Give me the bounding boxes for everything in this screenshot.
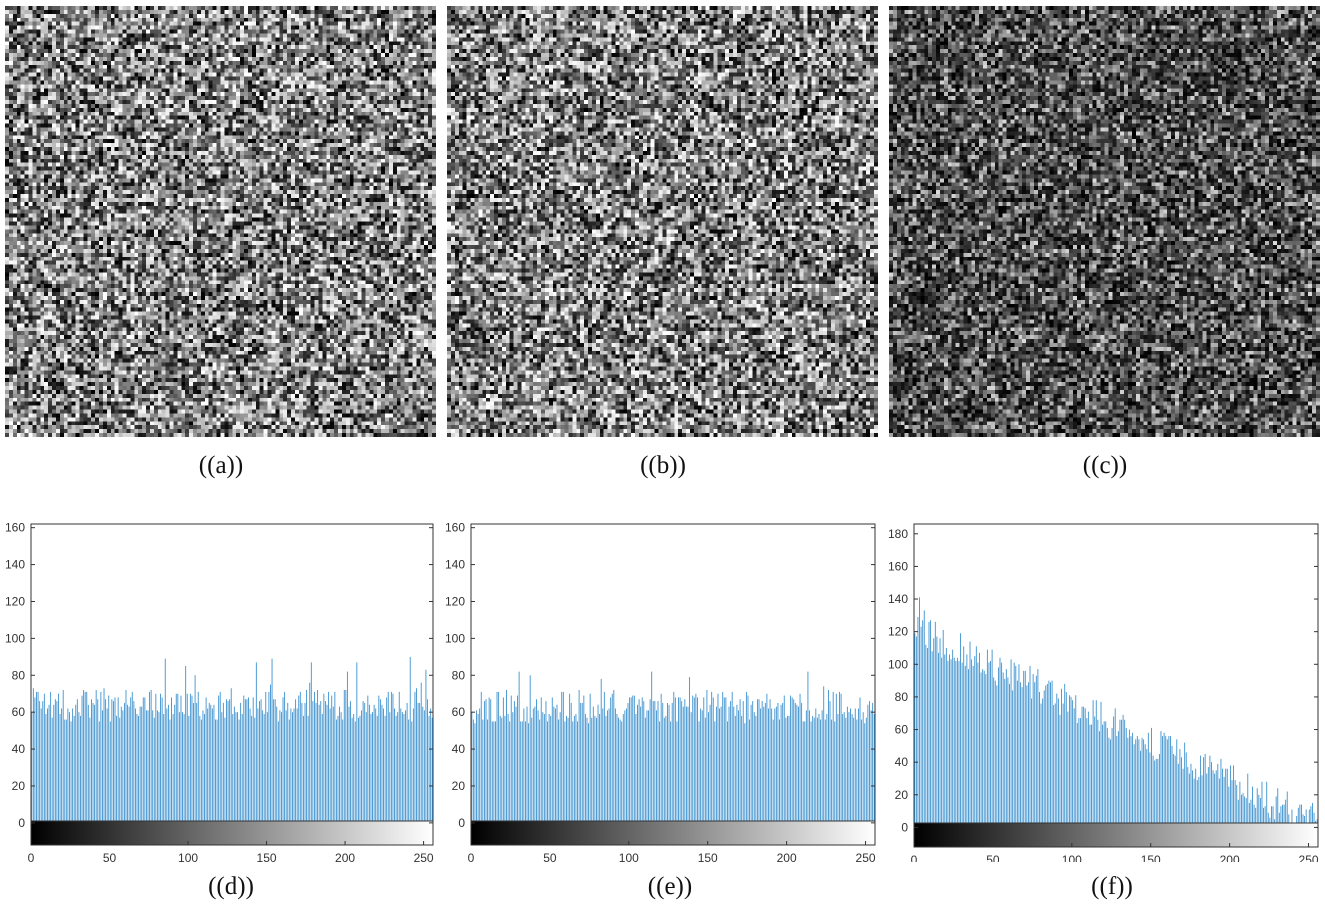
caption-a: ((a)) <box>198 452 244 479</box>
x-tick-label: 250 <box>414 851 434 862</box>
noise-image-b <box>447 6 878 437</box>
histogram-e: 0 20 40 60 80 100 120 140 160 0 50 100 150 200 250 <box>445 521 876 862</box>
y-tick-label: 80 <box>452 668 466 682</box>
bars <box>471 671 875 823</box>
grayscale-colorbar <box>470 820 876 846</box>
caption-d: ((d)) <box>208 873 254 900</box>
y-tick-label: 160 <box>888 559 908 573</box>
y-tick-label: 80 <box>895 690 909 704</box>
x-tick-label: 100 <box>1062 853 1082 862</box>
y-tick-label: 120 <box>888 625 908 639</box>
y-tick-label: 60 <box>452 705 466 719</box>
bars <box>31 656 433 823</box>
caption-c: ((c)) <box>1082 452 1128 479</box>
y-tick-label: 140 <box>5 558 25 572</box>
y-tick-label: 20 <box>452 779 466 793</box>
y-tick-label: 0 <box>458 816 465 830</box>
x-tick-label: 50 <box>543 851 557 862</box>
y-tick-label: 40 <box>452 742 466 756</box>
x-tick-label: 250 <box>856 851 876 862</box>
y-tick-label: 160 <box>5 521 25 535</box>
y-tick-label: 80 <box>12 668 26 682</box>
x-tick-label: 150 <box>1141 853 1161 862</box>
x-tick-label: 0 <box>28 851 35 862</box>
y-tick-label: 120 <box>445 594 465 608</box>
x-tick-label: 200 <box>1220 853 1240 862</box>
y-tick-label: 40 <box>895 755 909 769</box>
x-tick-label: 150 <box>698 851 718 862</box>
noise-image-c <box>889 6 1320 437</box>
y-tick-label: 100 <box>445 631 465 645</box>
y-tick-label: 160 <box>445 521 465 535</box>
bars <box>914 597 1318 828</box>
x-tick-label: 150 <box>257 851 277 862</box>
y-tick-label: 140 <box>888 592 908 606</box>
x-tick-label: 200 <box>335 851 355 862</box>
caption-e: ((e)) <box>647 873 693 900</box>
y-tick-label: 40 <box>12 742 26 756</box>
y-tick-label: 100 <box>888 657 908 671</box>
y-tick-label: 60 <box>895 723 909 737</box>
y-tick-label: 120 <box>5 594 25 608</box>
caption-b: ((b)) <box>640 452 686 479</box>
x-tick-label: 50 <box>103 851 117 862</box>
grayscale-colorbar <box>30 820 434 846</box>
histogram-d: 0 20 40 60 80 100 120 140 160 0 50 100 150 200 250 <box>5 521 434 862</box>
x-tick-label: 250 <box>1299 853 1319 862</box>
noise-image-a <box>5 6 436 437</box>
y-tick-label: 180 <box>888 527 908 541</box>
grayscale-colorbar <box>913 822 1319 848</box>
y-tick-label: 0 <box>18 816 25 830</box>
y-tick-label: 0 <box>901 820 908 834</box>
y-tick-label: 100 <box>5 631 25 645</box>
x-tick-label: 50 <box>986 853 1000 862</box>
y-tick-label: 20 <box>12 779 26 793</box>
caption-f: ((f)) <box>1091 873 1133 900</box>
histogram-f: 0 20 40 60 80 100 120 140 160 180 0 50 100 150 200 250 <box>888 523 1319 862</box>
x-tick-label: 100 <box>178 851 198 862</box>
x-tick-label: 0 <box>911 853 918 862</box>
y-tick-label: 60 <box>12 705 26 719</box>
x-tick-label: 0 <box>468 851 475 862</box>
y-tick-label: 140 <box>445 558 465 572</box>
x-tick-label: 100 <box>619 851 639 862</box>
x-tick-label: 200 <box>777 851 797 862</box>
y-tick-label: 20 <box>895 788 909 802</box>
